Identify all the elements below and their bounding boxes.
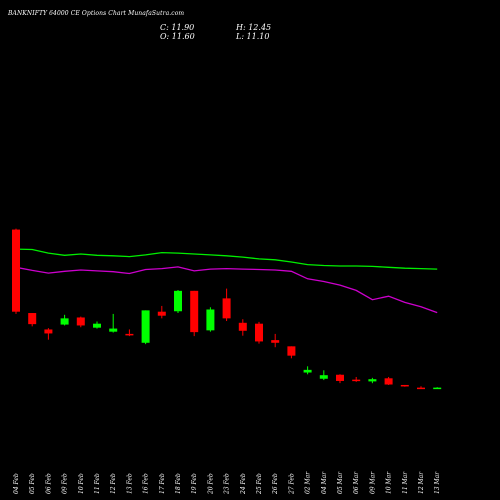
candle-body — [60, 318, 69, 325]
candle-body — [352, 379, 361, 382]
candle-body — [303, 369, 312, 373]
candle-body — [141, 310, 150, 343]
candle-body — [157, 311, 166, 316]
moving-average-lines — [15, 248, 438, 314]
low-value: L: 11.10 — [236, 32, 270, 41]
x-tick-label: 18 Feb — [175, 473, 182, 494]
x-tick-label: 16 Feb — [143, 473, 150, 494]
candle-body — [400, 384, 409, 387]
candle-body — [222, 298, 231, 319]
chart-title: BANKNIFTY 64000 CE Options Chart MunafaS… — [8, 10, 185, 17]
candle-body — [433, 387, 442, 390]
x-tick-label: 13 Feb — [126, 473, 133, 494]
candle-body — [319, 375, 328, 379]
candle-body — [76, 317, 85, 326]
candle-body — [417, 387, 425, 390]
candle-body — [255, 323, 263, 342]
x-tick-label: 25 Feb — [256, 473, 263, 495]
x-tick-label: 04 Mar — [321, 471, 328, 494]
candle-body — [190, 290, 199, 333]
x-tick-label: 27 Feb — [288, 473, 295, 495]
x-tick-label: 17 Feb — [159, 473, 166, 494]
moving-average-short-line — [15, 266, 438, 314]
candle-body — [271, 340, 280, 343]
x-tick-label: 06 Mar — [353, 471, 360, 494]
high-value: H: 12.45 — [236, 23, 272, 32]
candle-body — [206, 309, 215, 331]
moving-average-long-line — [15, 248, 438, 270]
x-tick-label: 20 Feb — [207, 473, 214, 495]
candle-body — [336, 374, 344, 381]
x-tick-label: 05 Mar — [337, 471, 344, 494]
candle-body — [109, 328, 118, 332]
x-tick-label: 06 Feb — [45, 473, 52, 494]
x-axis-labels: 04 Feb 05 Feb 06 Feb 09 Feb 10 Feb 11 Feb 12 F… — [13, 471, 441, 495]
x-tick-label: 12 Mar — [418, 471, 425, 494]
x-tick-label: 11 Mar — [402, 471, 409, 494]
x-tick-label: 09 Feb — [62, 473, 69, 494]
candle-body — [28, 313, 37, 325]
x-tick-label: 10 Mar — [386, 471, 393, 494]
x-tick-label: 10 Feb — [78, 473, 85, 494]
x-tick-label: 05 Feb — [29, 473, 36, 494]
x-tick-label: 13 Mar — [434, 471, 441, 494]
x-tick-label: 19 Feb — [191, 473, 198, 494]
candle-body — [174, 290, 182, 312]
candles — [12, 228, 442, 390]
x-tick-label: 26 Feb — [272, 473, 279, 495]
x-tick-label: 02 Mar — [305, 471, 312, 494]
close-value: C: 11.90 — [160, 23, 195, 32]
candle-body — [384, 378, 393, 385]
x-tick-label: 11 Feb — [94, 473, 101, 494]
candle-body — [368, 379, 377, 382]
candle-body — [44, 329, 53, 334]
x-tick-label: 09 Mar — [369, 471, 376, 494]
candle-body — [93, 323, 101, 328]
candle-body — [238, 322, 247, 331]
candle-body — [12, 229, 20, 312]
x-tick-label: 04 Feb — [13, 473, 20, 494]
open-value: O: 11.60 — [160, 32, 195, 41]
x-tick-label: 12 Feb — [110, 473, 117, 494]
candle-body — [125, 333, 134, 336]
x-tick-label: 24 Feb — [240, 473, 247, 495]
candle-body — [287, 346, 296, 356]
x-tick-label: 23 Feb — [224, 473, 231, 495]
